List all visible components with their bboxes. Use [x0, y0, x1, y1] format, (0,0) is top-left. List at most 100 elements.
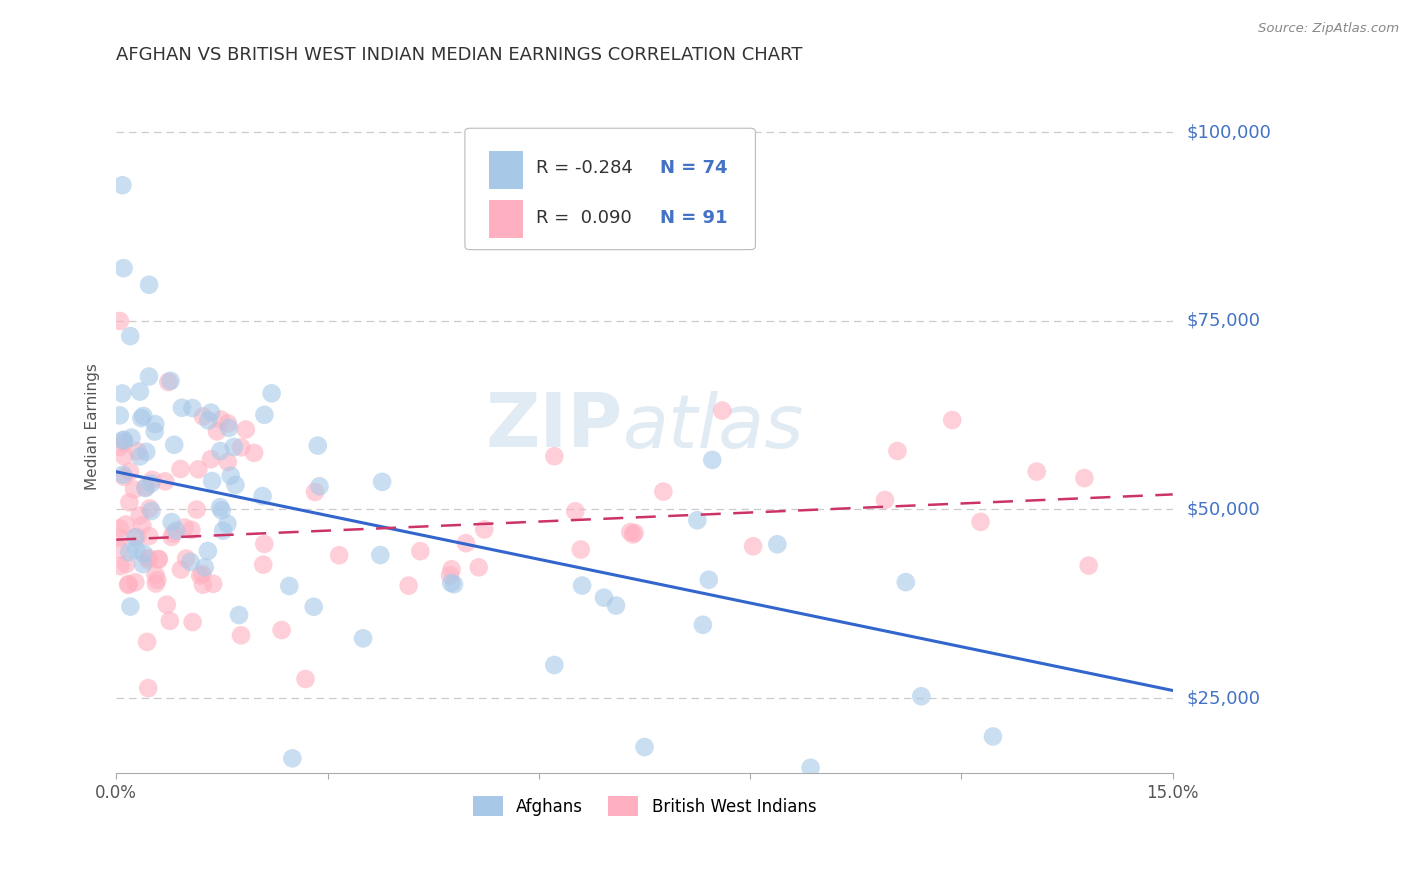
Point: [112, 435, 135, 450]
Point: [180, 523, 202, 537]
Point: [742, 539, 765, 553]
Point: [252, 489, 274, 503]
Point: [886, 444, 908, 458]
Point: [108, 542, 131, 557]
Point: [197, 413, 219, 427]
Point: [132, 409, 155, 423]
Point: [194, 560, 217, 574]
Point: [209, 444, 232, 458]
Text: N = 91: N = 91: [661, 209, 728, 227]
Point: [120, 329, 142, 343]
Point: [120, 431, 142, 445]
Point: [307, 439, 329, 453]
Point: [593, 591, 616, 605]
Point: [143, 417, 166, 431]
Point: [174, 551, 197, 566]
Point: [222, 440, 245, 454]
Point: [173, 520, 195, 534]
Point: [114, 517, 136, 532]
Point: [108, 531, 131, 545]
Point: [135, 480, 157, 494]
Point: [134, 481, 156, 495]
Point: [766, 537, 789, 551]
Point: [686, 513, 709, 527]
Point: [308, 479, 330, 493]
Point: [181, 401, 204, 415]
Point: [409, 544, 432, 558]
Text: $50,000: $50,000: [1187, 500, 1260, 518]
Point: [108, 409, 131, 423]
Point: [211, 503, 233, 517]
Point: [155, 475, 177, 489]
Point: [692, 617, 714, 632]
Text: N = 74: N = 74: [661, 160, 728, 178]
Point: [125, 530, 148, 544]
Point: [170, 563, 193, 577]
Point: [148, 552, 170, 566]
Point: [941, 413, 963, 427]
Point: [124, 575, 146, 590]
Point: [253, 537, 276, 551]
Point: [799, 761, 821, 775]
Point: [129, 450, 152, 464]
Point: [191, 577, 214, 591]
Point: [229, 440, 252, 454]
Point: [873, 493, 896, 508]
Point: [205, 425, 228, 439]
Point: [128, 508, 150, 523]
Point: [398, 579, 420, 593]
Point: [108, 314, 131, 328]
Point: [136, 635, 159, 649]
Point: [138, 369, 160, 384]
Point: [162, 526, 184, 541]
Point: [200, 452, 222, 467]
Point: [619, 524, 641, 539]
Point: [443, 577, 465, 591]
Point: [111, 386, 134, 401]
Point: [200, 406, 222, 420]
Point: [186, 502, 208, 516]
Point: [571, 578, 593, 592]
Point: [217, 516, 239, 531]
Point: [112, 433, 135, 447]
Point: [605, 599, 627, 613]
Point: [370, 548, 392, 562]
Point: [146, 573, 169, 587]
Point: [132, 546, 155, 560]
Point: [219, 468, 242, 483]
Point: [111, 178, 134, 193]
Point: [302, 599, 325, 614]
Point: [143, 425, 166, 439]
Point: [1025, 465, 1047, 479]
Point: [141, 476, 163, 491]
Point: [188, 568, 211, 582]
Point: [129, 384, 152, 399]
Point: [208, 500, 231, 515]
Text: atlas: atlas: [623, 391, 804, 463]
Point: [145, 576, 167, 591]
Point: [127, 444, 149, 458]
Point: [138, 551, 160, 566]
Point: [702, 453, 724, 467]
Point: [131, 518, 153, 533]
Point: [148, 552, 170, 566]
Point: [165, 524, 187, 538]
Point: [352, 632, 374, 646]
Point: [217, 455, 239, 469]
Point: [243, 446, 266, 460]
Point: [159, 614, 181, 628]
Point: [328, 548, 350, 562]
Text: AFGHAN VS BRITISH WEST INDIAN MEDIAN EARNINGS CORRELATION CHART: AFGHAN VS BRITISH WEST INDIAN MEDIAN EAR…: [117, 46, 803, 64]
Point: [120, 599, 142, 614]
Point: [212, 524, 235, 538]
Point: [160, 515, 183, 529]
Point: [115, 558, 138, 572]
Point: [371, 475, 394, 489]
Point: [229, 628, 252, 642]
Point: [543, 658, 565, 673]
Point: [191, 409, 214, 424]
FancyBboxPatch shape: [465, 128, 755, 250]
Point: [138, 501, 160, 516]
Point: [209, 412, 232, 426]
Point: [187, 462, 209, 476]
